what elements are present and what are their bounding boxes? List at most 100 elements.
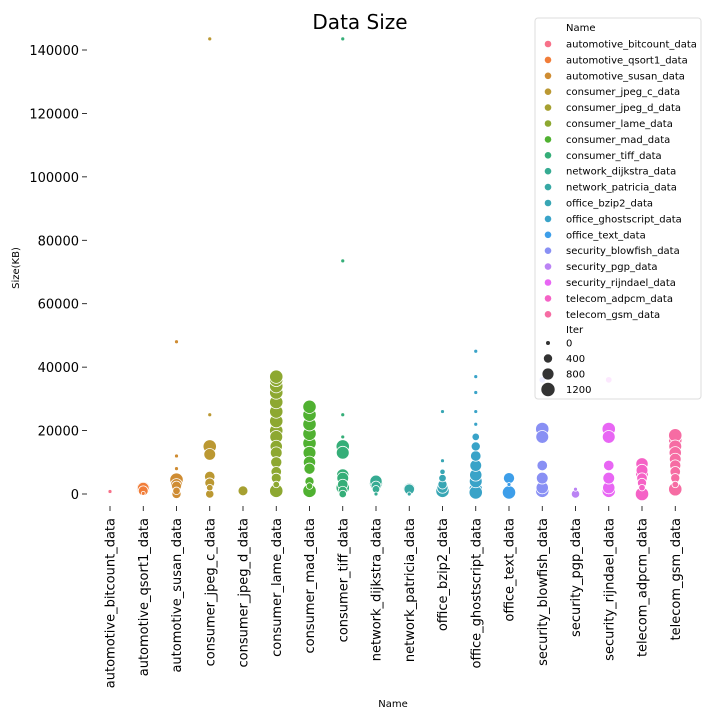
data-point: [474, 349, 478, 353]
legend-label: telecom_adpcm_data: [566, 294, 673, 305]
legend-label: office_ghostscript_data: [566, 214, 682, 225]
data-point: [537, 460, 548, 471]
legend-marker: [545, 104, 552, 111]
data-point: [602, 430, 615, 443]
data-point: [175, 454, 179, 458]
data-point: [173, 487, 181, 495]
data-point: [339, 490, 347, 498]
size-legend-marker: [542, 368, 553, 379]
size-legend-label: 400: [566, 354, 585, 365]
chart-title: Data Size: [312, 10, 407, 34]
legend-title: Name: [566, 23, 596, 34]
legend-marker: [545, 57, 552, 64]
size-legend-marker: [546, 341, 550, 345]
data-point: [304, 463, 315, 474]
legend-label: consumer_mad_data: [566, 135, 670, 146]
x-tick-label: consumer_jpeg_d_data: [237, 518, 252, 668]
data-point: [472, 433, 480, 441]
data-point: [603, 472, 615, 484]
y-axis: 0 20000 40000 60000 80000 100000 120000 140000: [29, 44, 87, 503]
x-tick-label: telecom_adpcm_data: [636, 518, 651, 657]
legend-marker: [545, 295, 552, 302]
y-tick-label: 100000: [29, 171, 79, 186]
legend-marker: [545, 73, 552, 80]
x-axis: automotive_bitcount_data automotive_qsort…: [104, 506, 684, 688]
data-point: [273, 481, 280, 488]
data-point: [208, 37, 212, 41]
data-point: [440, 469, 445, 474]
y-tick-label: 60000: [38, 298, 79, 313]
x-tick-label: consumer_jpeg_c_data: [203, 518, 218, 666]
y-axis-label: Size(KB): [11, 247, 22, 289]
legend-label: network_patricia_data: [566, 183, 677, 194]
data-point: [303, 400, 316, 413]
x-tick-label: automotive_susan_data: [170, 518, 185, 673]
data-point: [470, 451, 481, 462]
data-point: [441, 410, 445, 414]
legend-label: security_pgp_data: [566, 262, 658, 273]
data-point: [474, 410, 478, 414]
y-tick-label: 120000: [29, 107, 79, 122]
legend-marker: [545, 279, 552, 286]
legend-marker: [545, 184, 552, 191]
legend-marker: [545, 168, 552, 175]
data-point: [574, 487, 578, 491]
y-tick-label: 40000: [38, 361, 79, 376]
legend-label: consumer_lame_data: [566, 119, 673, 130]
legend-label: office_bzip2_data: [566, 199, 653, 210]
data-point: [208, 413, 212, 417]
legend-label: consumer_jpeg_d_data: [566, 103, 681, 114]
data-point: [407, 492, 411, 496]
data-point: [175, 467, 179, 471]
y-tick-label: 0: [71, 488, 79, 503]
legend-marker: [545, 216, 552, 223]
x-tick-label: security_blowfish_data: [536, 518, 551, 666]
legend-label: security_rijndael_data: [566, 278, 676, 289]
data-point: [270, 370, 283, 383]
legend-marker: [545, 311, 552, 318]
x-tick-label: security_pgp_data: [569, 518, 584, 637]
legend-label: consumer_tiff_data: [566, 151, 662, 162]
y-tick-label: 140000: [29, 44, 79, 59]
legend-label: office_text_data: [566, 230, 646, 241]
legend-marker: [545, 152, 552, 159]
size-legend-label: 1200: [566, 385, 591, 396]
legend-label: automotive_susan_data: [566, 71, 685, 82]
data-point: [341, 37, 345, 41]
data-point: [175, 340, 179, 344]
size-legend-marker: [541, 383, 554, 396]
legend-label: consumer_jpeg_c_data: [566, 87, 680, 98]
data-point: [238, 486, 248, 496]
legend-marker: [545, 263, 552, 270]
data-point: [441, 459, 445, 463]
x-tick-label: telecom_gsm_data: [669, 518, 684, 640]
data-point: [204, 448, 216, 460]
x-tick-label: office_bzip2_data: [436, 518, 451, 631]
data-point: [439, 474, 447, 482]
data-point: [536, 472, 548, 484]
data-point: [341, 259, 345, 263]
x-tick-label: automotive_qsort1_data: [137, 518, 152, 676]
y-tick-label: 20000: [38, 425, 79, 440]
x-tick-label: consumer_lame_data: [270, 518, 285, 657]
x-tick-label: office_text_data: [503, 518, 518, 622]
legend-marker: [545, 247, 552, 254]
size-legend-marker: [544, 354, 552, 362]
data-point: [474, 375, 478, 379]
size-legend-label: 800: [566, 370, 585, 381]
data-point: [306, 483, 313, 490]
x-tick-label: network_patricia_data: [403, 518, 418, 662]
x-tick-label: network_dijkstra_data: [370, 518, 385, 661]
y-tick-label: 80000: [38, 234, 79, 249]
data-point: [474, 422, 478, 426]
legend-label: telecom_gsm_data: [566, 310, 660, 321]
data-point: [374, 492, 378, 496]
legend-label: automotive_qsort1_data: [566, 55, 688, 66]
legend-marker: [545, 232, 552, 239]
data-point: [341, 435, 345, 439]
x-tick-label: security_rijndael_data: [602, 518, 617, 661]
data-point: [536, 430, 549, 443]
data-point: [672, 481, 679, 488]
data-point: [341, 413, 345, 417]
data-point: [502, 486, 515, 499]
